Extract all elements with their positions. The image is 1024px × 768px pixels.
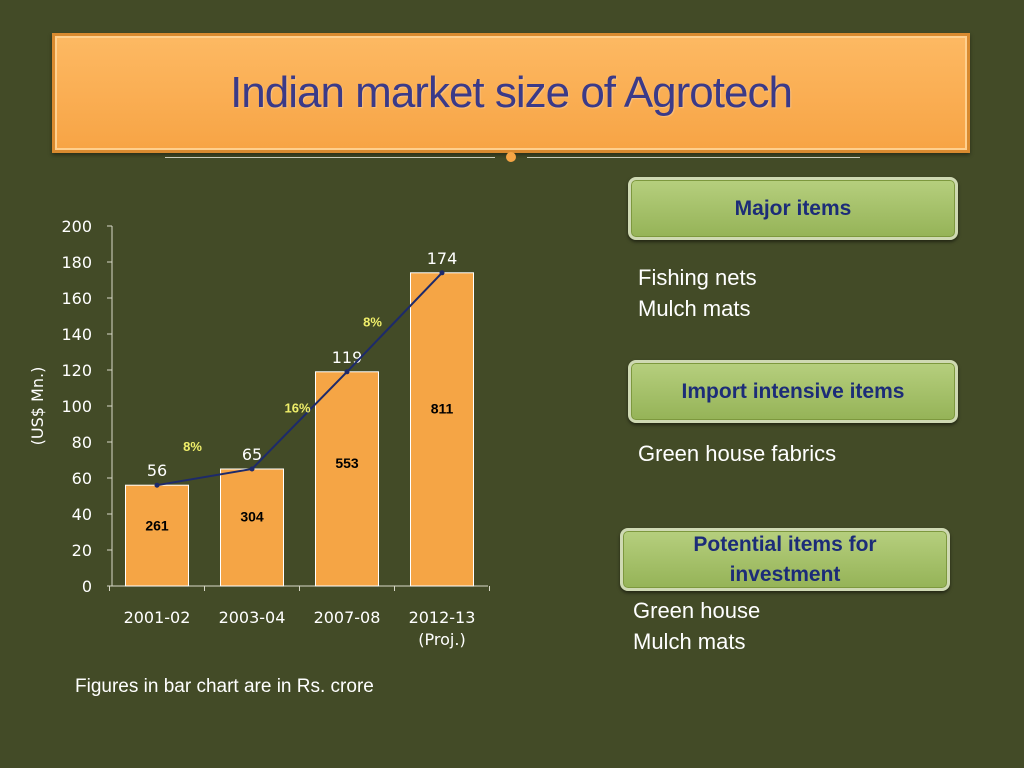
y-tick-label: 140 xyxy=(61,325,92,344)
x-tick-label: 2001-02 xyxy=(124,608,191,627)
bar xyxy=(315,371,379,587)
potential-item: Mulch mats xyxy=(633,629,746,654)
title-rule-left xyxy=(165,157,495,158)
x-tick-label: 2012-13 xyxy=(409,608,476,627)
title-banner: Indian market size of Agrotech xyxy=(52,33,970,153)
bar-value-label: 174 xyxy=(427,249,458,268)
y-tick-label: 20 xyxy=(72,541,92,560)
major-item: Mulch mats xyxy=(638,296,751,321)
import-intensive-item: Green house fabrics xyxy=(638,441,837,466)
bar xyxy=(125,484,189,587)
bar-inner-label: 261 xyxy=(145,518,169,534)
import-intensive-heading: Import intensive items xyxy=(628,360,958,423)
y-tick-label: 180 xyxy=(61,253,92,272)
major-items-heading-text: Major items xyxy=(734,196,852,220)
x-tick-label: 2007-08 xyxy=(314,608,381,627)
trend-point xyxy=(249,466,255,472)
major-item: Fishing nets xyxy=(638,265,757,290)
title-rule-right xyxy=(527,157,860,158)
growth-rate-label: 16% xyxy=(284,400,310,415)
bar-value-label: 56 xyxy=(147,461,167,480)
y-tick-label: 200 xyxy=(61,217,92,236)
title-rule-dot xyxy=(506,152,516,162)
trend-point xyxy=(154,482,160,488)
trend-point xyxy=(439,270,445,276)
slide-title: Indian market size of Agrotech xyxy=(230,68,793,117)
potential-items-heading: Potential items for investment xyxy=(620,528,950,591)
bar-value-label: 65 xyxy=(242,445,262,464)
bar-inner-label: 304 xyxy=(240,509,264,525)
potential-item: Green house xyxy=(633,598,761,623)
y-tick-label: 120 xyxy=(61,361,92,380)
y-tick-label: 60 xyxy=(72,469,92,488)
trend-point xyxy=(344,369,350,375)
y-tick-label: 100 xyxy=(61,397,92,416)
footnote: Figures in bar chart are in Rs. crore xyxy=(75,676,374,697)
y-tick-label: 80 xyxy=(72,433,92,452)
import-intensive-heading-text: Import intensive items xyxy=(681,379,905,403)
growth-rate-label: 8% xyxy=(363,314,382,329)
bar-inner-label: 553 xyxy=(335,455,359,471)
bar xyxy=(220,468,284,587)
growth-rate-label: 8% xyxy=(183,439,202,454)
major-items-heading: Major items xyxy=(628,177,958,240)
x-tick-sublabel: (Proj.) xyxy=(418,630,465,649)
y-axis-label: (US$ Mn.) xyxy=(28,367,47,446)
y-tick-label: 160 xyxy=(61,289,92,308)
x-tick-label: 2003-04 xyxy=(219,608,286,627)
trend-line xyxy=(156,272,443,487)
y-tick-label: 40 xyxy=(72,505,92,524)
y-tick-label: 0 xyxy=(82,577,92,596)
bar-value-label: 119 xyxy=(332,348,363,367)
potential-items-heading-text: Potential items for investment xyxy=(693,532,877,586)
bar xyxy=(410,272,474,587)
bar-inner-label: 811 xyxy=(431,401,454,417)
